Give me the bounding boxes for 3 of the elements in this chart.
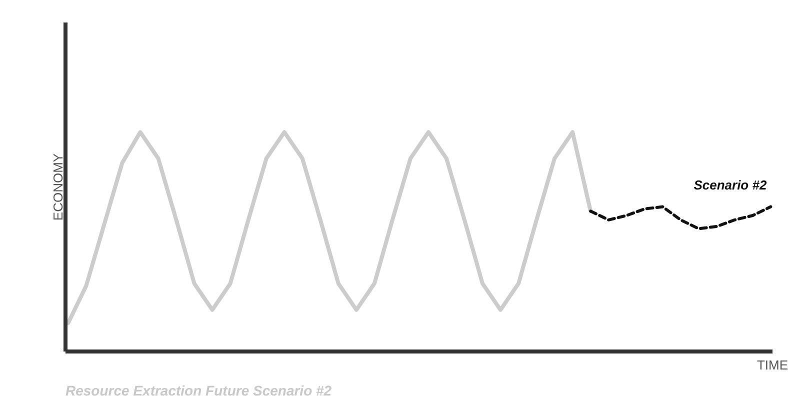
y-axis-title: ECONOMY (50, 153, 66, 221)
series-label: Scenario #2 (694, 178, 768, 193)
x-axis-title: TIME (756, 358, 788, 372)
